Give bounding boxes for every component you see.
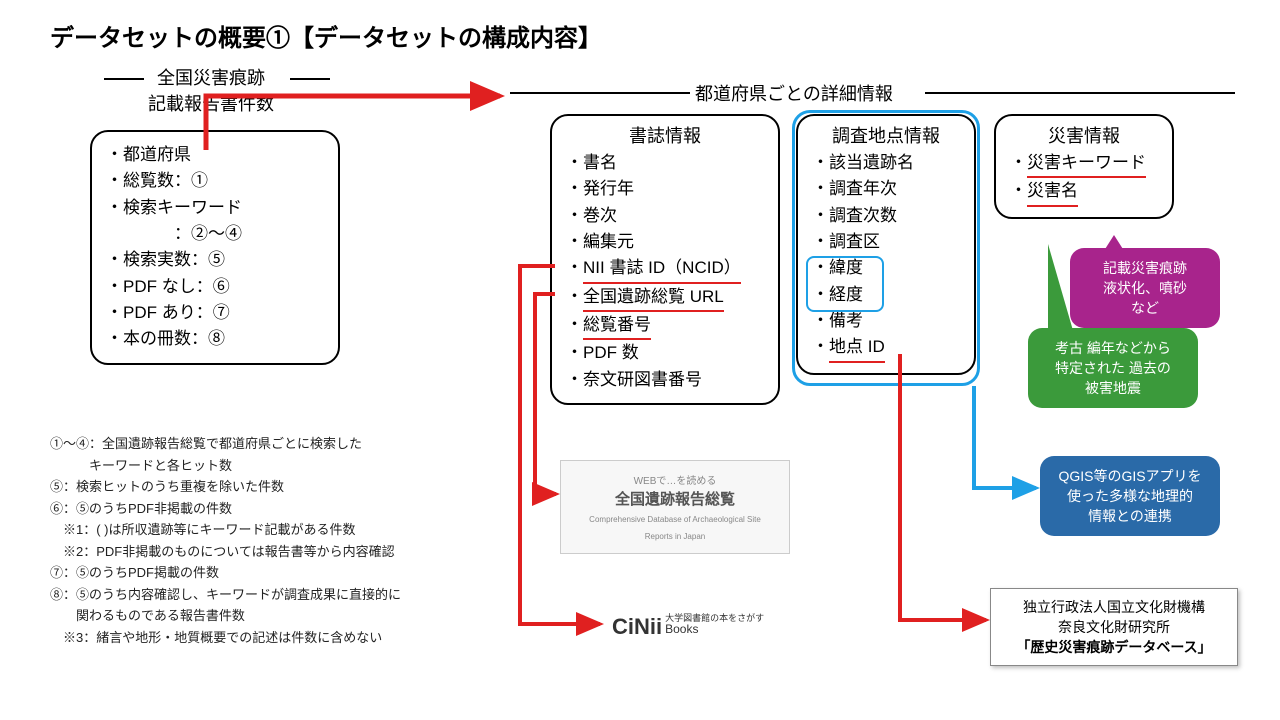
list-item: ・PDF なし：⑥ (106, 274, 324, 300)
biblio-header: 書誌情報 (566, 122, 764, 148)
list-item: ・PDF あり：⑦ (106, 300, 324, 326)
db-l1: 独立行政法人国立文化財機構 (1003, 597, 1225, 617)
list-item: ・都道府県 (106, 142, 324, 168)
survey-header: 調査地点情報 (812, 122, 960, 148)
hazard-box: 災害情報 ・災害キーワード・災害名 (994, 114, 1174, 219)
survey-box: 調査地点情報 ・該当遺跡名・調査年次・調査次数・調査区・緯度・経度・備考・地点 … (796, 114, 976, 375)
list-item: ・本の冊数：⑧ (106, 326, 324, 352)
left-section-title: 全国災害痕跡 記載報告書件数 (148, 64, 274, 116)
note-line: キーワードと各ヒット数 (50, 456, 490, 476)
note-line: ⑥：⑤のうちPDF非掲載の件数 (50, 499, 490, 519)
note-line: ※1：( )は所収遺跡等にキーワード記載がある件数 (50, 520, 490, 540)
list-item: ・巻次 (566, 203, 764, 229)
hazard-header: 災害情報 (1010, 122, 1158, 148)
list-item: ・地点 ID (812, 334, 960, 362)
note-line: ⑧：⑤のうち内容確認し、キーワードが調査成果に直接的に (50, 585, 490, 605)
rule (510, 92, 690, 94)
notes-block: ①～④：全国遺跡報告総覧で都道府県ごとに検索した キーワードと各ヒット数⑤：検索… (50, 434, 490, 649)
list-item: ・NII 書誌 ID（NCID） (566, 255, 764, 283)
list-item: ・調査区 (812, 229, 960, 255)
callout-blue: QGIS等のGISアプリを 使った多様な地理的 情報との連携 (1040, 456, 1220, 536)
tail-green (1048, 244, 1074, 334)
right-section-title: 都道府県ごとの詳細情報 (695, 80, 893, 106)
cinii-logo: CiNii大学図書館の本をさがすBooks (612, 614, 764, 640)
list-item: ・編集元 (566, 229, 764, 255)
list-item: ・検索実数：⑤ (106, 247, 324, 273)
list-item: ・総覧番号 (566, 312, 764, 340)
rule (925, 92, 1235, 94)
list-item: ・PDF 数 (566, 340, 764, 366)
list-item: ・災害名 (1010, 178, 1158, 206)
rule (290, 78, 330, 80)
db-l2: 奈良文化財研究所 (1003, 617, 1225, 637)
note-line: ※2：PDF非掲載のものについては報告書等から内容確認 (50, 542, 490, 562)
list-item: ・備考 (812, 308, 960, 334)
note-line: 関わるものである報告書件数 (50, 606, 490, 626)
biblio-box: 書誌情報 ・書名・発行年・巻次・編集元・NII 書誌 ID（NCID）・全国遺跡… (550, 114, 780, 405)
note-line: ※3：緒言や地形・地質概要での記述は件数に含めない (50, 628, 490, 648)
sitereports-logo: WEBで…を読める 全国遺跡報告総覧 Comprehensive Databas… (560, 460, 790, 554)
list-item: ・経度 (812, 282, 960, 308)
callout-magenta: 記載災害痕跡 液状化、噴砂 など (1070, 248, 1220, 328)
callout-green: 考古 編年などから 特定された 過去の 被害地震 (1028, 328, 1198, 408)
list-item: ・発行年 (566, 176, 764, 202)
note-line: ⑦：⑤のうちPDF掲載の件数 (50, 563, 490, 583)
list-item: ・調査年次 (812, 176, 960, 202)
list-item: ・検索キーワード (106, 195, 324, 221)
list-item: ・全国遺跡総覧 URL (566, 284, 764, 312)
list-item: ・災害キーワード (1010, 150, 1158, 178)
list-item: ・奈文研図書番号 (566, 367, 764, 393)
database-box: 独立行政法人国立文化財機構 奈良文化財研究所 「歴史災害痕跡データベース」 (990, 588, 1238, 666)
note-line: ①～④：全国遺跡報告総覧で都道府県ごとに検索した (50, 434, 490, 454)
list-item: ・緯度 (812, 255, 960, 281)
list-item: ・該当遺跡名 (812, 150, 960, 176)
note-line: ⑤：検索ヒットのうち重複を除いた件数 (50, 477, 490, 497)
tail-magenta (1100, 235, 1128, 257)
list-item: ・総覧数：① (106, 168, 324, 194)
left-summary-box: ・都道府県・総覧数：①・検索キーワード ：②～④・検索実数：⑤・PDF なし：⑥… (90, 130, 340, 365)
rule (104, 78, 144, 80)
list-item: ・調査次数 (812, 203, 960, 229)
list-item: ：②～④ (106, 221, 324, 247)
db-l3: 「歴史災害痕跡データベース」 (1003, 637, 1225, 657)
page-title: データセットの概要①【データセットの構成内容】 (50, 18, 602, 53)
list-item: ・書名 (566, 150, 764, 176)
